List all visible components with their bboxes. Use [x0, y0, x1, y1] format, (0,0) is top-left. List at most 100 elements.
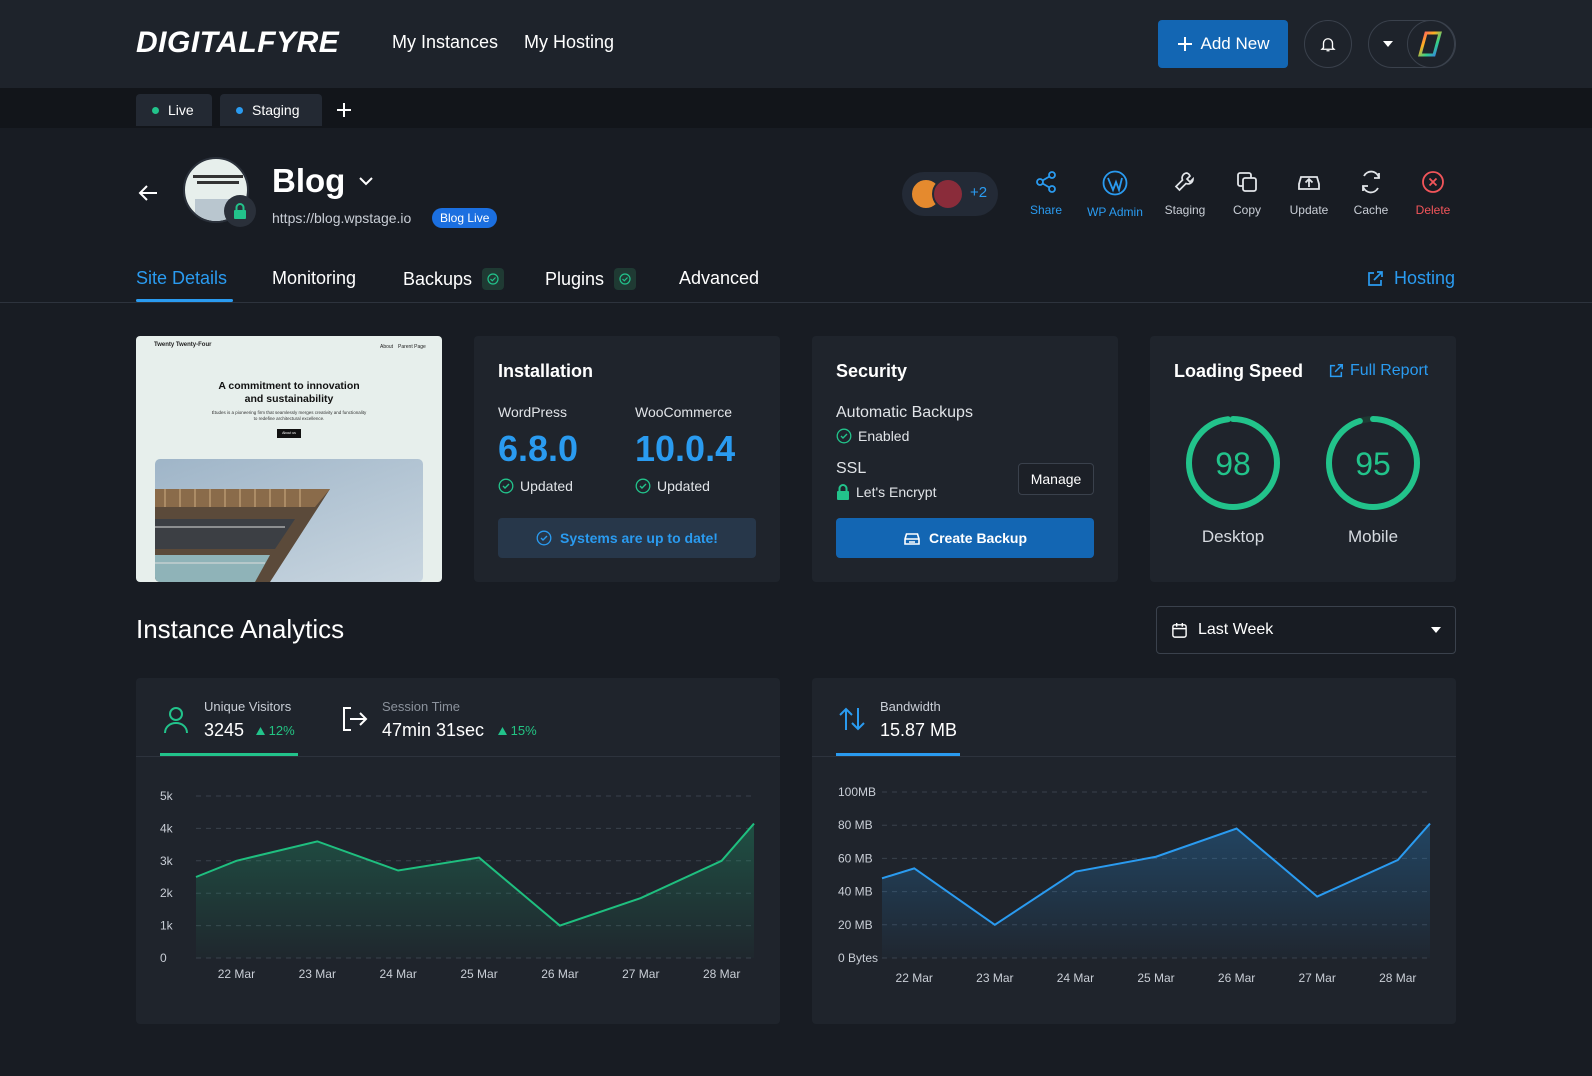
update-icon [1298, 176, 1320, 190]
plus-icon [1177, 37, 1192, 51]
brand-logo[interactable]: DIGITALFYRE [136, 26, 340, 59]
mobile-score: 95 [1355, 446, 1391, 482]
loading-speed-title: Loading Speed [1174, 361, 1304, 381]
loading-speed-card [1150, 336, 1456, 582]
site-title: Blog [272, 162, 346, 199]
ssl-label: SSL [836, 460, 867, 477]
cache-action[interactable]: Cache [1336, 170, 1406, 217]
site-url[interactable]: https://blog.wpstage.io [272, 210, 412, 226]
tab-label: Monitoring [272, 268, 357, 288]
bandwidth-arrows-icon[interactable] [838, 706, 866, 732]
installation-title: Installation [498, 361, 594, 381]
tab-label: Advanced [679, 268, 760, 288]
share-action[interactable]: Share [1011, 170, 1081, 217]
x-tick-label: 22 Mar [896, 971, 933, 985]
hosting-link[interactable]: Hosting [1366, 268, 1455, 289]
x-tick-label: 24 Mar [379, 967, 416, 981]
external-link-icon [1368, 270, 1383, 286]
trend-up-icon [498, 727, 507, 735]
preview-nav-about: About [380, 344, 394, 350]
date-range-select[interactable]: Last Week [1156, 606, 1456, 654]
bell-icon [1320, 38, 1336, 52]
x-tick-label: 26 Mar [541, 967, 578, 981]
woocommerce-status: Updated [635, 478, 710, 494]
tab-plugins[interactable]: Plugins [545, 268, 637, 290]
env-tab-label: Staging [252, 102, 300, 118]
add-environment-icon[interactable] [337, 103, 351, 117]
preview-hero-image [155, 459, 423, 582]
x-tick-label: 27 Mar [1298, 971, 1335, 985]
env-tab-staging[interactable]: Staging [220, 94, 322, 126]
preview-brand: Twenty Twenty-Four [154, 342, 212, 348]
active-metric-indicator [836, 753, 960, 756]
wp-admin-action[interactable]: WP Admin [1080, 170, 1150, 219]
analytics-title: Instance Analytics [136, 614, 345, 644]
full-report-label: Full Report [1350, 362, 1429, 379]
active-tab-indicator [136, 299, 233, 302]
check-circle-icon [536, 530, 552, 546]
user-icon[interactable] [162, 705, 190, 735]
automatic-backups-label: Automatic Backups [836, 404, 973, 421]
status-text: Enabled [858, 428, 910, 444]
wordpress-version: 6.8.0 [498, 428, 579, 469]
collaborators-group[interactable]: +2 [902, 172, 998, 216]
y-tick-label: 60 MB [838, 851, 873, 865]
trend-up-icon [256, 727, 265, 735]
hosting-label: Hosting [1394, 268, 1456, 288]
wordpress-status: Updated [498, 478, 573, 494]
desktop-score: 98 [1215, 446, 1251, 482]
systems-up-to-date-banner: Systems are up to date! [498, 518, 756, 558]
woocommerce-label: WooCommerce [635, 404, 732, 420]
y-tick-label: 4k [160, 821, 174, 835]
manage-ssl-button[interactable]: Manage [1018, 463, 1094, 495]
y-tick-label: 20 MB [838, 918, 873, 932]
status-text: Updated [520, 478, 573, 494]
create-backup-button[interactable]: Create Backup [836, 518, 1094, 558]
x-tick-label: 25 Mar [460, 967, 497, 981]
tab-label: Site Details [136, 268, 228, 288]
update-action[interactable]: Update [1274, 170, 1344, 217]
desktop-score-gauge: 98 [1186, 416, 1280, 510]
caret-down-icon [1431, 627, 1441, 633]
preview-body: to redefine architectural excellence. [253, 416, 325, 421]
account-menu-button[interactable] [1368, 20, 1456, 68]
wp-admin-label: WP Admin [1087, 205, 1143, 219]
tab-backups[interactable]: Backups [403, 268, 505, 290]
visitors-line-chart: 0 1k 2k 3k 4k 5k 22 Mar 23 Mar 24 Mar 25 Mar 26 Ma… [160, 789, 755, 981]
site-preview-card[interactable]: Twenty Twenty-Four About Parent Page A c… [136, 336, 442, 582]
delete-action[interactable]: Delete [1398, 170, 1468, 217]
preview-nav-parent: Parent Page [398, 344, 426, 350]
back-arrow-icon[interactable] [138, 184, 158, 202]
cache-label: Cache [1353, 203, 1389, 217]
tab-monitoring[interactable]: Monitoring [272, 268, 356, 289]
full-report-link[interactable]: Full Report [1328, 362, 1428, 380]
session-exit-icon[interactable] [340, 705, 368, 733]
backups-check-icon [482, 268, 505, 290]
status-text: Let's Encrypt [856, 484, 937, 500]
nav-my-hosting[interactable]: My Hosting [524, 32, 615, 52]
staging-action[interactable]: Staging [1150, 170, 1220, 217]
y-tick-label: 5k [160, 789, 174, 803]
share-icon [1036, 171, 1056, 193]
mobile-label: Mobile [1347, 527, 1399, 546]
x-tick-label: 27 Mar [622, 967, 659, 981]
site-switcher-chevron-icon[interactable] [358, 176, 374, 186]
session-time-label: Session Time [382, 699, 461, 714]
preview-headline: and sustainability [244, 393, 334, 405]
tab-site-details[interactable]: Site Details [136, 268, 227, 289]
preview-button: About us [277, 429, 301, 438]
bandwidth-chart-card [812, 678, 1456, 1024]
nav-my-instances[interactable]: My Instances [392, 32, 499, 52]
y-tick-label: 0 [160, 951, 167, 965]
desktop-label: Desktop [1201, 527, 1265, 546]
live-status-dot [152, 106, 159, 114]
share-label: Share [1029, 203, 1063, 217]
copy-label: Copy [1232, 203, 1261, 217]
change-text: 12% [268, 723, 295, 738]
add-new-button[interactable]: Add New [1158, 20, 1288, 68]
lock-icon [837, 484, 849, 500]
env-tab-live[interactable]: Live [136, 94, 212, 126]
tab-advanced[interactable]: Advanced [679, 268, 759, 289]
copy-action[interactable]: Copy [1212, 170, 1282, 217]
notifications-button[interactable] [1304, 20, 1352, 68]
